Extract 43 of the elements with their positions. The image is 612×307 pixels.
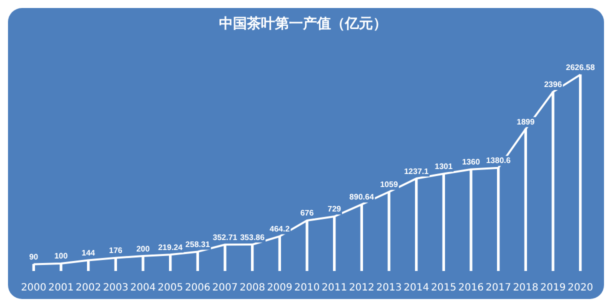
x-tick-label: 2004 [130,282,156,294]
data-label: 1059 [380,180,398,190]
data-label: 352.71 [212,232,238,242]
data-label: 676 [300,208,314,218]
data-label: 219.24 [158,242,184,252]
chart-title: 中国茶叶第一产值（亿元） [219,15,387,32]
data-label: 176 [108,246,123,256]
data-label: 100 [54,252,68,261]
x-tick-label: 2009 [266,282,292,294]
x-tick-label: 2016 [458,282,484,294]
x-tick-label: 2013 [376,282,402,294]
data-label: 1899 [516,117,536,126]
data-label: 1237.1 [404,166,430,176]
data-label: 90 [29,252,39,262]
data-label: 1360 [462,158,480,167]
x-tick-label: 2001 [48,282,74,294]
x-tick-label: 2006 [184,282,210,294]
x-tick-label: 2002 [76,282,102,294]
x-tick-label: 2005 [158,282,184,294]
data-label: 200 [136,244,150,254]
data-label: 1380.6 [486,156,512,166]
data-label: 464.2 [270,224,290,234]
x-tick-label: 2019 [540,282,566,294]
x-tick-label: 2018 [512,282,538,294]
x-tick-label: 2015 [430,282,456,294]
x-tick-label: 2017 [486,282,512,294]
data-label: 2626.58 [566,62,596,72]
x-tick-label: 2007 [212,282,238,294]
x-tick-label: 2020 [568,282,594,294]
data-label: 1301 [434,162,454,171]
x-tick-label: 2012 [348,282,374,294]
x-tick-label: 2011 [322,282,348,294]
x-tick-label: 2008 [240,282,266,294]
x-tick-label: 2010 [294,282,320,294]
x-tick-label: 2014 [404,282,430,294]
x-tick-label: 2000 [20,282,46,294]
x-tick-label: 2003 [102,282,128,294]
data-label: 144 [82,248,96,258]
data-label: 729 [328,204,342,214]
data-label: 353.86 [240,232,266,242]
data-label: 2396 [544,80,562,90]
data-label: 258.31 [185,240,210,249]
data-label: 890.64 [349,192,374,202]
